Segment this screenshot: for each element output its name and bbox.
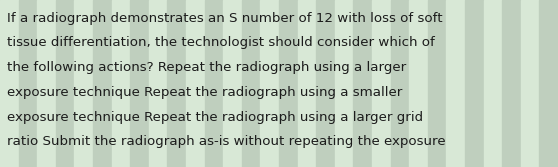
Bar	[446, 0, 465, 167]
Bar	[261, 0, 279, 167]
Bar	[540, 0, 558, 167]
Bar	[0, 0, 18, 167]
Bar	[372, 0, 391, 167]
Bar	[205, 0, 223, 167]
Text: ratio Submit the radiograph as-is without repeating the exposure: ratio Submit the radiograph as-is withou…	[7, 135, 445, 148]
Bar	[223, 0, 242, 167]
Bar	[37, 0, 56, 167]
Bar	[484, 0, 502, 167]
Text: If a radiograph demonstrates an S number of 12 with loss of soft: If a radiograph demonstrates an S number…	[7, 12, 442, 25]
Bar	[465, 0, 484, 167]
Bar	[56, 0, 74, 167]
Bar	[297, 0, 316, 167]
Bar	[353, 0, 372, 167]
Bar	[242, 0, 261, 167]
Bar	[391, 0, 409, 167]
Text: the following actions? Repeat the radiograph using a larger: the following actions? Repeat the radiog…	[7, 61, 406, 74]
Bar	[18, 0, 37, 167]
Text: exposure technique Repeat the radiograph using a larger grid: exposure technique Repeat the radiograph…	[7, 111, 423, 124]
Bar	[428, 0, 446, 167]
Bar	[93, 0, 112, 167]
Bar	[409, 0, 428, 167]
Bar	[335, 0, 353, 167]
Bar	[521, 0, 540, 167]
Bar	[149, 0, 167, 167]
Bar	[112, 0, 130, 167]
Bar	[74, 0, 93, 167]
Text: exposure technique Repeat the radiograph using a smaller: exposure technique Repeat the radiograph…	[7, 86, 402, 99]
Bar	[316, 0, 335, 167]
Bar	[502, 0, 521, 167]
Bar	[279, 0, 297, 167]
Bar	[186, 0, 205, 167]
Bar	[130, 0, 149, 167]
Bar	[167, 0, 186, 167]
Text: tissue differentiation, the technologist should consider which of: tissue differentiation, the technologist…	[7, 36, 435, 49]
